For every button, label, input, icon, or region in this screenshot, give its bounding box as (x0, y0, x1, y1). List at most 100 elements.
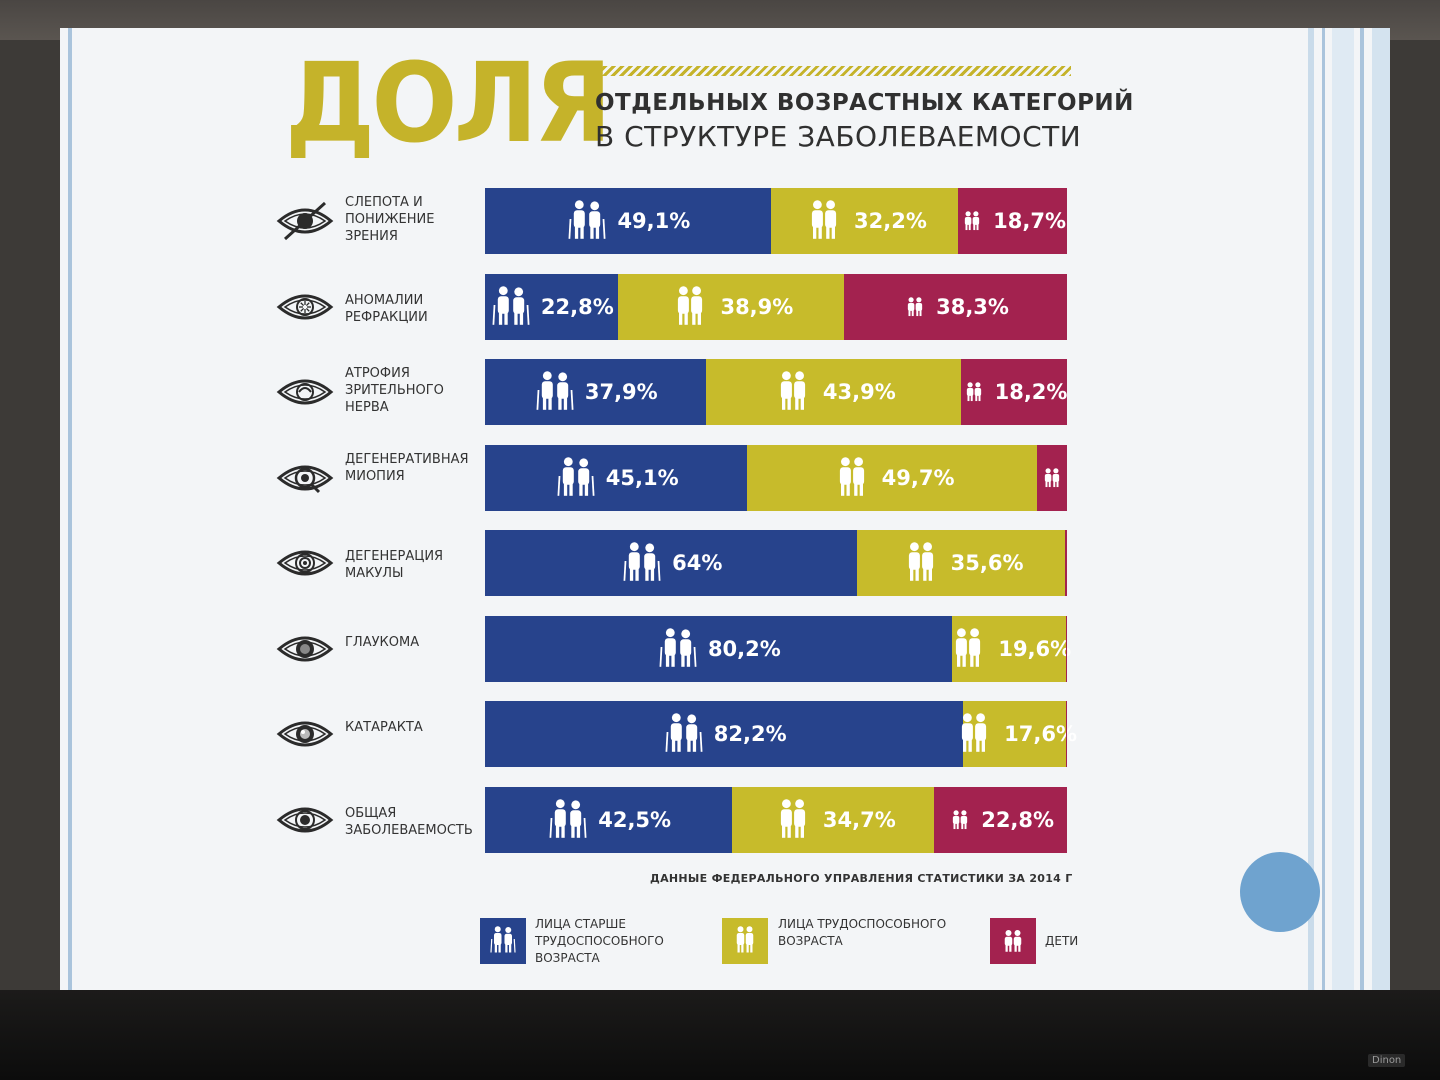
legend-label-working: ЛИЦА ТРУДОСПОСОБНОГО ВОЗРАСТА (778, 917, 947, 948)
title-subtitle-line2: В СТРУКТУРЕ ЗАБОЛЕВАЕМОСТИ (595, 120, 1082, 153)
bar-segment-working: 35,6% (857, 530, 1065, 596)
category-label: ДЕГЕНЕРАЦИЯ МАКУЛЫ (345, 549, 444, 581)
data-label: 49,7% (881, 465, 955, 490)
adult-couple-icon (952, 710, 996, 758)
crossed-eye-icon (275, 201, 335, 241)
data-label: 38,9% (720, 294, 794, 319)
children-icon (1039, 463, 1065, 493)
stacked-bar: 82,2% 17,6% (485, 701, 1077, 767)
children-icon (902, 292, 928, 322)
macula-eye-icon (275, 543, 335, 583)
elderly-couple-icon (533, 368, 577, 416)
data-label: 19,6% (998, 636, 1072, 661)
myopia-eye-icon (275, 458, 335, 498)
stacked-bar: 49,1% 32,2% 18,7% (485, 188, 1067, 254)
elderly-couple-icon (620, 539, 664, 587)
stacked-bar: 22,8% 38,9% 38,3% (485, 273, 1067, 340)
bar-segment-children: 22,8% (934, 786, 1067, 853)
legend-label-children: ДЕТИ (1045, 934, 1079, 948)
glaucoma-eye-icon (275, 629, 335, 669)
data-label: 49,1% (617, 209, 691, 233)
elderly-couple-icon (489, 283, 533, 331)
adult-couple-icon (830, 454, 874, 502)
data-label: 18,2% (994, 380, 1068, 404)
category-label: ОБЩАЯ ЗАБОЛЕВАЕМОСТЬ (345, 805, 473, 838)
bar-segment-elderly: 37,9% (485, 359, 706, 425)
stacked-bar: 37,9% 43,9% 18,2% (485, 359, 1067, 425)
source-note: ДАННЫЕ ФЕДЕРАЛЬНОГО УПРАВЛЕНИЯ СТАТИСТИК… (650, 872, 1073, 885)
adult-couple-icon (771, 796, 815, 844)
bar-segment-working: 43,9% (705, 359, 962, 425)
data-label: 82,2% (713, 722, 787, 746)
data-label: 18,7% (993, 209, 1066, 233)
data-label: 38,3% (936, 294, 1009, 319)
adult-couple-icon (899, 539, 943, 587)
slide-decoration-circle (1240, 852, 1320, 932)
bar-segment-elderly: 42,5% (485, 786, 733, 853)
bar-segment-children (1065, 615, 1067, 682)
screen-frame-bottom (0, 990, 1440, 1080)
eye-icon (275, 800, 335, 840)
data-label: 64% (672, 551, 723, 575)
elderly-couple-icon (656, 625, 700, 673)
children-icon (998, 924, 1028, 958)
adult-couple-icon (730, 924, 760, 958)
bar-segment-children (1065, 701, 1067, 767)
data-label: 22,8% (981, 807, 1055, 832)
bar-segment-elderly: 80,2% (485, 615, 952, 682)
presentation-slide: ДОЛЯ ОТДЕЛЬНЫХ ВОЗРАСТНЫХ КАТЕГОРИЙ В СТ… (60, 28, 1390, 990)
slide-decoration (1372, 28, 1390, 990)
optic-atrophy-eye-icon (275, 372, 335, 412)
cataract-eye-icon (275, 714, 335, 754)
slide-decoration (68, 28, 72, 990)
title-stripe-decoration (595, 66, 1071, 76)
data-label: 34,7% (822, 807, 896, 832)
elderly-couple-icon (662, 710, 706, 758)
data-label: 22,8% (540, 294, 614, 319)
stacked-bar: 42,5% 34,7% 22,8% (485, 786, 1067, 853)
data-label: 42,5% (598, 807, 672, 832)
data-label: 43,9% (822, 380, 896, 404)
legend-swatch-elderly (480, 918, 526, 964)
data-label: 32,2% (854, 209, 927, 233)
bar-segment-children: 38,3% (844, 273, 1067, 340)
adult-couple-icon (946, 625, 990, 673)
elderly-couple-icon (554, 454, 598, 502)
slide-decoration (1308, 28, 1314, 990)
category-label: ДЕГЕНЕРАТИВНАЯ МИОПИЯ (345, 451, 469, 484)
bar-segment-elderly: 22,8% (485, 273, 618, 340)
category-label: КАТАРАКТА (345, 720, 423, 735)
slide-decoration (1360, 28, 1364, 990)
stacked-bar: 80,2% 19,6% (485, 615, 1071, 682)
category-label: ГЛАУКОМА (345, 634, 420, 650)
data-label: 37,9% (584, 380, 658, 404)
adult-couple-icon (802, 197, 846, 245)
bar-segment-elderly: 82,2% (485, 701, 964, 767)
bar-segment-elderly: 49,1% (485, 188, 771, 254)
legend-swatch-working (722, 918, 768, 964)
children-icon (959, 206, 985, 236)
legend-label-elderly: ЛИЦА СТАРШЕ ТРУДОСПОСОБНОГО ВОЗРАСТА (535, 917, 664, 965)
title-subtitle-line1: ОТДЕЛЬНЫХ ВОЗРАСТНЫХ КАТЕГОРИЙ (595, 90, 1134, 116)
legend-swatch-children (990, 918, 1036, 964)
title-main: ДОЛЯ (285, 39, 612, 167)
bar-segment-working: 38,9% (617, 273, 845, 340)
elderly-couple-icon (488, 924, 518, 958)
data-label: 80,2% (707, 636, 781, 661)
bar-segment-children (1064, 530, 1067, 596)
bar-segment-elderly: 64% (485, 530, 858, 596)
data-label: 35,6% (950, 551, 1024, 575)
category-label: АНОМАЛИИ РЕФРАКЦИИ (345, 292, 428, 325)
elderly-couple-icon (546, 796, 590, 844)
bar-segment-children: 18,7% (958, 188, 1067, 254)
category-label: АТРОФИЯ ЗРИТЕЛЬНОГО НЕРВА (345, 366, 444, 415)
refraction-eye-icon (275, 287, 335, 327)
elderly-couple-icon (565, 197, 609, 245)
stacked-bar: 45,1% 49,7% (485, 444, 1067, 511)
projector-brand: Dinon (1368, 1054, 1406, 1067)
bar-segment-elderly: 45,1% (485, 444, 748, 511)
slide-decoration (1332, 28, 1354, 990)
data-label: 17,6% (1004, 722, 1078, 746)
children-icon (947, 805, 973, 835)
children-icon (961, 377, 987, 407)
